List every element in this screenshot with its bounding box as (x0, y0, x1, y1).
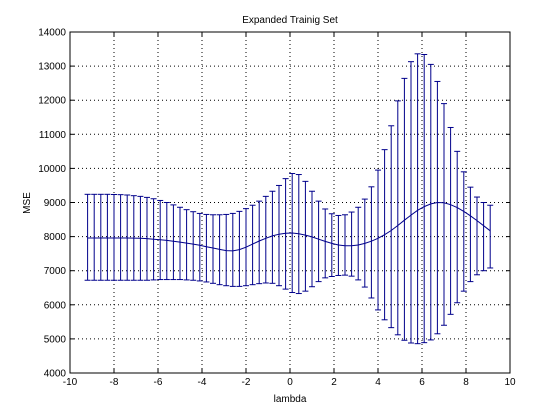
error-bar (302, 180, 309, 292)
error-bar (474, 196, 480, 276)
error-bar (163, 202, 170, 281)
error-bar (315, 200, 322, 283)
error-bar (210, 214, 216, 284)
y-tick-label: 8000 (44, 232, 67, 243)
y-tick-label: 7000 (44, 266, 67, 277)
x-tick-label: 8 (463, 377, 469, 388)
x-tick-label: -4 (198, 377, 207, 388)
error-bar (111, 193, 117, 281)
error-bar (183, 209, 190, 281)
y-tick-label: 11000 (39, 130, 67, 141)
error-bar (177, 206, 183, 281)
error-bar (322, 208, 329, 279)
x-tick-label: -2 (242, 377, 251, 388)
error-bar (97, 193, 104, 281)
error-bar (196, 212, 203, 282)
error-bar (84, 193, 91, 281)
x-tick-label: 2 (331, 377, 337, 388)
error-bar (467, 186, 474, 283)
error-bar (421, 54, 428, 344)
x-axis-label: lambda (274, 394, 307, 405)
error-bar (203, 213, 210, 283)
error-bar (408, 61, 414, 344)
x-tick-label: -6 (154, 377, 163, 388)
error-bar (427, 63, 434, 341)
error-bar (190, 211, 197, 281)
error-bar (368, 186, 375, 299)
error-bar (309, 190, 315, 288)
error-bar (375, 169, 381, 311)
x-tick-label: 4 (375, 377, 381, 388)
y-tick-label: 13000 (38, 62, 66, 73)
error-bar (91, 193, 98, 281)
y-tick-labels: 4000 5000 6000 7000 8000 9000 10000 11000 12000 1… (38, 28, 66, 380)
error-bar (262, 195, 269, 284)
error-bar (394, 100, 401, 336)
y-tick-label: 5000 (44, 334, 67, 345)
axis-ticks (69, 31, 511, 374)
grid-lines (70, 32, 510, 373)
error-bar (276, 184, 282, 287)
error-bar (447, 126, 454, 315)
error-bar (269, 190, 276, 284)
y-tick-label: 4000 (44, 369, 67, 380)
y-tick-label: 14000 (38, 28, 66, 39)
error-bar (480, 202, 487, 272)
x-tick-label: -10 (63, 377, 78, 388)
error-bar (236, 210, 243, 287)
error-bar (229, 212, 236, 287)
error-bar (434, 80, 441, 335)
error-bar (282, 178, 289, 290)
error-bar (487, 204, 494, 269)
chart-title: Expanded Trainig Set (242, 15, 338, 26)
y-tick-label: 6000 (44, 300, 67, 311)
x-tick-label: 6 (419, 377, 425, 388)
error-bar (348, 211, 355, 277)
error-bar (342, 214, 348, 276)
x-tick-label: 10 (504, 377, 516, 388)
y-tick-label: 10000 (38, 164, 66, 175)
error-bar (460, 171, 467, 292)
error-bar (401, 77, 408, 341)
y-tick-label: 12000 (38, 96, 66, 107)
mean-line (87, 201, 491, 252)
error-bar (249, 204, 256, 286)
error-bar (256, 200, 263, 285)
x-tick-labels: -10 -8 -6 -4 -2 0 2 4 6 8 10 (63, 377, 516, 388)
x-tick-label: 0 (287, 377, 293, 388)
x-tick-label: -8 (110, 377, 119, 388)
error-bar (388, 125, 395, 329)
error-bar (441, 103, 447, 326)
error-bar (117, 194, 124, 281)
error-bar (414, 53, 421, 345)
error-bar (454, 150, 461, 304)
y-axis-label: MSE (22, 192, 33, 214)
error-bar (328, 213, 335, 277)
error-bar (355, 206, 362, 281)
error-bar (223, 213, 230, 287)
error-bar (104, 193, 111, 281)
y-tick-label: 9000 (44, 198, 67, 209)
error-bar (170, 204, 177, 281)
